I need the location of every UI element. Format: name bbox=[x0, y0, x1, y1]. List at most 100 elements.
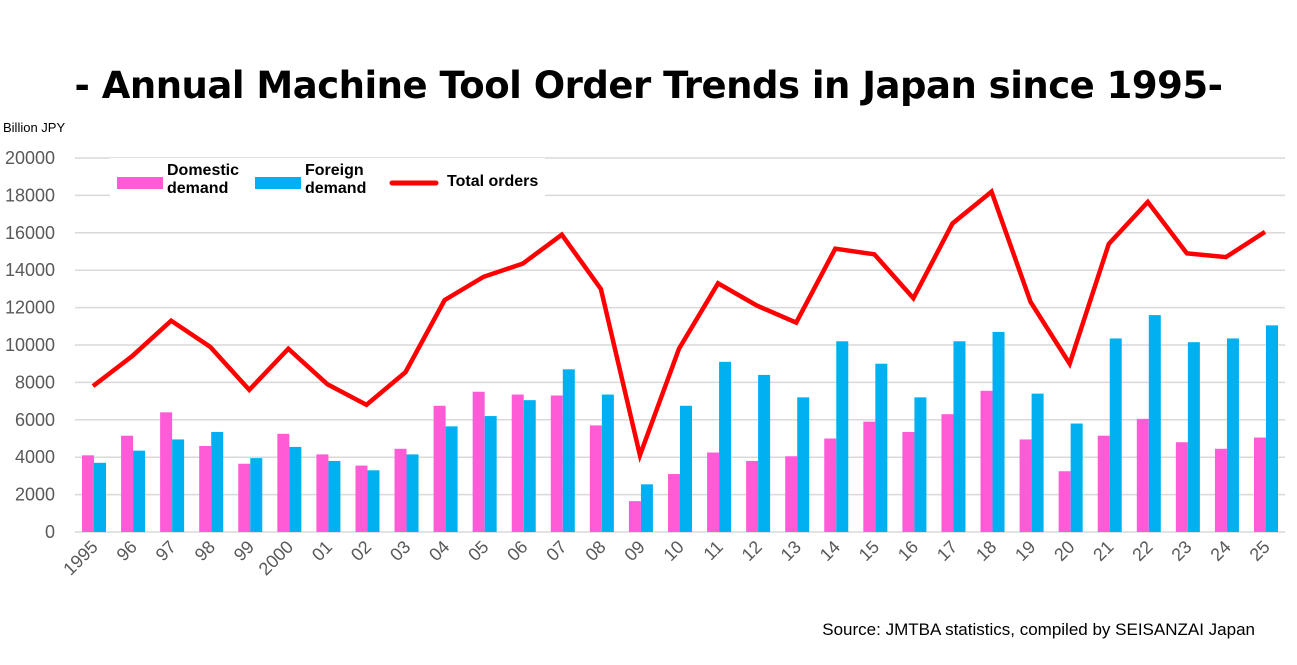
x-tick-label: 07 bbox=[542, 537, 570, 565]
bar-foreign-demand bbox=[875, 363, 888, 532]
bar-domestic-demand bbox=[511, 394, 524, 532]
bar-domestic-demand bbox=[980, 390, 993, 532]
bar-foreign-demand bbox=[445, 426, 458, 532]
bar-domestic-demand bbox=[316, 454, 329, 532]
bar-foreign-demand bbox=[1226, 338, 1239, 532]
x-tick-label: 2000 bbox=[255, 537, 297, 579]
x-tick-label: 23 bbox=[1167, 537, 1195, 565]
bar-foreign-demand bbox=[250, 458, 263, 532]
x-tick-label: 02 bbox=[347, 537, 375, 565]
bar-foreign-demand bbox=[172, 439, 185, 532]
legend-label: demand bbox=[167, 180, 228, 197]
bar-domestic-demand bbox=[472, 391, 485, 532]
bar-domestic-demand bbox=[902, 431, 915, 532]
source-note: Source: JMTBA statistics, compiled by SE… bbox=[822, 620, 1255, 639]
x-tick-label: 15 bbox=[855, 537, 883, 565]
y-tick-label: 20000 bbox=[5, 148, 55, 168]
bar-domestic-demand bbox=[707, 452, 720, 532]
bar-foreign-demand bbox=[1070, 423, 1083, 532]
bar-foreign-demand bbox=[406, 454, 419, 532]
legend-swatch bbox=[255, 177, 301, 189]
bar-domestic-demand bbox=[941, 414, 954, 532]
legend-label: Domestic bbox=[167, 162, 239, 179]
bar-domestic-demand bbox=[668, 474, 680, 532]
x-tick-label: 08 bbox=[581, 537, 609, 565]
bar-domestic-demand bbox=[1214, 448, 1227, 532]
bar-domestic-demand bbox=[355, 465, 368, 532]
bar-foreign-demand bbox=[914, 397, 927, 532]
bar-foreign-demand bbox=[758, 374, 771, 532]
bar-foreign-demand bbox=[94, 462, 106, 532]
bar-domestic-demand bbox=[589, 425, 602, 532]
x-tick-label: 96 bbox=[113, 537, 141, 565]
bar-foreign-demand bbox=[680, 405, 692, 532]
x-tick-label: 20 bbox=[1050, 537, 1078, 565]
y-tick-label: 16000 bbox=[5, 223, 55, 243]
y-tick-label: 14000 bbox=[5, 260, 55, 280]
bar-foreign-demand bbox=[836, 341, 849, 532]
x-tick-label: 1995 bbox=[59, 537, 101, 579]
bar-domestic-demand bbox=[746, 460, 759, 532]
bar-domestic-demand bbox=[82, 455, 94, 532]
y-tick-label: 10000 bbox=[5, 335, 55, 355]
x-tick-label: 18 bbox=[972, 537, 1000, 565]
bar-domestic-demand bbox=[199, 445, 212, 532]
bar-domestic-demand bbox=[1254, 437, 1266, 532]
bar-foreign-demand bbox=[640, 484, 653, 532]
bar-domestic-demand bbox=[628, 501, 641, 532]
x-tick-label: 09 bbox=[620, 537, 648, 565]
x-tick-label: 01 bbox=[308, 537, 336, 565]
bar-foreign-demand bbox=[367, 470, 380, 532]
x-tick-label: 14 bbox=[816, 537, 844, 565]
legend-label: demand bbox=[305, 180, 366, 197]
x-tick-label: 13 bbox=[777, 537, 805, 565]
bar-foreign-demand bbox=[953, 341, 966, 532]
bar-domestic-demand bbox=[1058, 471, 1071, 532]
bar-domestic-demand bbox=[394, 448, 407, 532]
bar-domestic-demand bbox=[785, 456, 798, 532]
x-tick-label: 99 bbox=[230, 537, 258, 565]
bar-foreign-demand bbox=[1148, 315, 1161, 532]
x-tick-label: 05 bbox=[464, 537, 492, 565]
legend-background bbox=[110, 158, 545, 198]
x-tick-label: 25 bbox=[1246, 537, 1274, 565]
y-axis-unit-label: Billion JPY bbox=[3, 120, 66, 135]
bar-domestic-demand bbox=[160, 412, 173, 532]
bar-foreign-demand bbox=[211, 431, 224, 532]
bar-foreign-demand bbox=[1266, 325, 1278, 532]
bar-domestic-demand bbox=[824, 438, 837, 532]
bar-domestic-demand bbox=[550, 395, 563, 532]
x-tick-label: 04 bbox=[425, 537, 453, 565]
bar-domestic-demand bbox=[238, 463, 251, 532]
bar-foreign-demand bbox=[484, 416, 497, 532]
y-tick-label: 2000 bbox=[15, 485, 55, 505]
x-tick-label: 12 bbox=[738, 537, 766, 565]
bar-domestic-demand bbox=[277, 433, 290, 532]
x-tick-label: 19 bbox=[1011, 537, 1039, 565]
bar-domestic-demand bbox=[433, 405, 446, 532]
x-tick-label: 21 bbox=[1089, 537, 1117, 565]
x-tick-label: 17 bbox=[933, 537, 961, 565]
legend-label: Total orders bbox=[447, 173, 538, 190]
y-tick-label: 6000 bbox=[15, 410, 55, 430]
bar-foreign-demand bbox=[523, 400, 536, 532]
x-tick-label: 16 bbox=[894, 537, 922, 565]
y-tick-label: 4000 bbox=[15, 447, 55, 467]
bar-domestic-demand bbox=[1019, 439, 1032, 532]
y-tick-label: 12000 bbox=[5, 298, 55, 318]
bar-foreign-demand bbox=[1109, 338, 1122, 532]
bar-domestic-demand bbox=[1136, 418, 1149, 532]
bar-foreign-demand bbox=[719, 361, 732, 532]
x-tick-label: 22 bbox=[1128, 537, 1156, 565]
bar-foreign-demand bbox=[797, 397, 810, 532]
bar-foreign-demand bbox=[1187, 342, 1200, 532]
bar-domestic-demand bbox=[863, 421, 876, 532]
bar-foreign-demand bbox=[328, 460, 341, 532]
x-tick-label: 97 bbox=[152, 537, 180, 565]
bar-foreign-demand bbox=[1031, 393, 1044, 532]
bar-domestic-demand bbox=[1175, 442, 1188, 532]
y-tick-label: 18000 bbox=[5, 185, 55, 205]
x-tick-label: 11 bbox=[700, 537, 727, 564]
